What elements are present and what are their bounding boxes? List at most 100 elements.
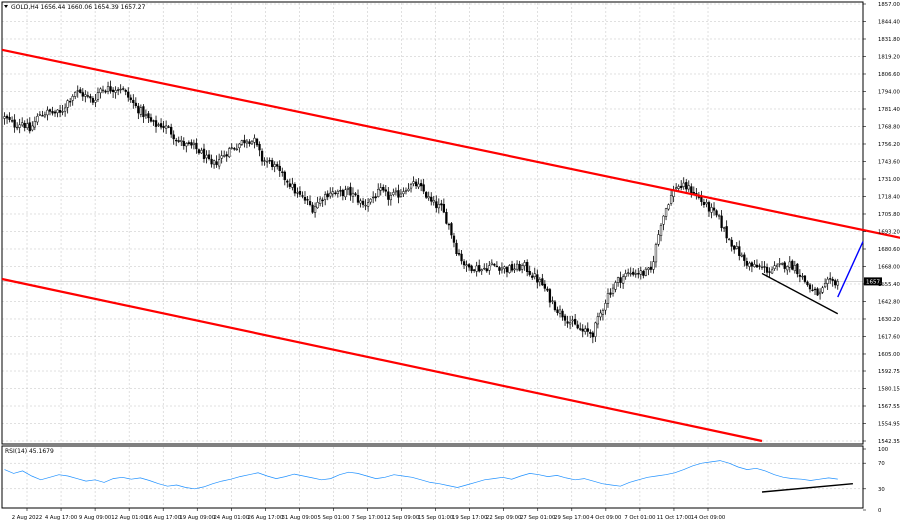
candle-body [23,122,26,128]
symbol-header: GOLD,H4 1656.44 1660.06 1654.39 1657.27 [11,4,146,11]
candle-body [326,193,329,198]
symbol-dropdown-icon[interactable] [4,5,8,8]
time-tick-label: 26 Aug 17:00 [247,515,283,521]
candle-body [589,332,592,334]
time-tick-label: 12 Aug 01:00 [111,515,147,521]
candle-body [377,189,380,197]
candle-body [581,328,584,332]
candle-body [427,196,430,199]
candle-body [422,184,425,192]
price-candles [3,80,839,344]
candle-body [291,183,294,188]
candle-body [185,143,188,147]
rsi-tick-label: 70 [878,461,885,467]
price-tick-label: 1794.00 [878,89,900,95]
candle-body [170,126,173,135]
candle-body [829,278,832,280]
candle-body [659,225,663,236]
candle-body [445,212,448,224]
candle-body [336,191,339,194]
candle-body [538,279,541,283]
candle-body [783,262,786,269]
candle-body [606,293,610,304]
candle-body [733,245,736,250]
price-tick-label: 1781.40 [878,107,900,113]
candle-body [664,208,668,217]
price-tick-label: 1655.40 [878,282,900,288]
price-tick-label: 1630.20 [878,317,900,323]
candle-body [558,309,562,314]
candle-body [510,264,514,271]
candle-body [667,204,670,210]
candle-body [485,268,488,272]
candle-body [791,260,794,270]
candle-body [271,160,274,167]
time-tick-label: 27 Sep 01:00 [520,515,556,521]
candle-body [245,140,249,144]
candle-body [263,160,266,162]
candle-body [480,269,483,272]
rsi-tick-label: 0 [878,508,882,514]
candle-body [149,117,153,122]
lower-lows-line [761,272,839,315]
candle-body [369,198,372,203]
candle-body [296,192,299,194]
candle-body [478,265,481,272]
price-tick-label: 1743.60 [878,159,900,165]
candle-body [745,261,749,266]
candle-body [349,186,352,196]
candle-body [361,200,365,205]
candle-body [212,160,216,165]
candle-body [215,161,218,166]
candle-body [662,215,665,225]
candle-body [682,182,685,187]
price-tick-label: 1768.80 [878,124,900,130]
candle-body [412,181,415,184]
candle-body [104,90,107,93]
candle-body [238,143,241,149]
candle-body [180,140,183,142]
candle-body [162,125,165,128]
candle-body [692,191,695,194]
price-tick-label: 1680.60 [878,247,900,253]
main-pane-frame [1,1,864,445]
rsi-pane-frame [1,445,864,509]
candle-body [712,207,716,211]
candle-body [788,261,791,268]
candle-body [324,194,327,200]
time-tick-label: 7 Sep 17:00 [352,515,385,521]
rsi-series-line [4,460,838,490]
candle-body [680,185,683,189]
candle-body [442,204,446,213]
channel-lower-line [1,277,763,443]
candle-body [763,266,766,268]
candle-body [99,88,102,94]
candle-body [53,111,57,114]
candle-body [374,196,377,199]
candle-body [58,110,62,113]
candle-body [157,124,160,126]
candle-body [475,265,478,272]
candle-body [26,123,29,129]
candle-body [781,263,784,265]
candle-body [465,264,468,267]
candle-body [152,120,155,122]
candle-body [154,120,158,127]
candle-body [43,114,47,117]
candle-body [197,149,201,154]
candle-body [614,282,617,290]
candle-body [657,234,660,245]
candle-body [768,271,771,273]
candle-body [71,96,74,101]
time-tick-label: 31 Aug 09:00 [282,515,318,521]
candle-body [548,289,552,303]
candle-body [702,201,706,205]
price-tick-label: 1844.40 [878,19,900,25]
candle-body [490,262,493,265]
candle-body [528,271,531,275]
candle-body [457,253,461,255]
candle-body [417,183,420,188]
candle-body [591,332,594,338]
candle-body [230,147,233,149]
candle-body [435,201,438,208]
